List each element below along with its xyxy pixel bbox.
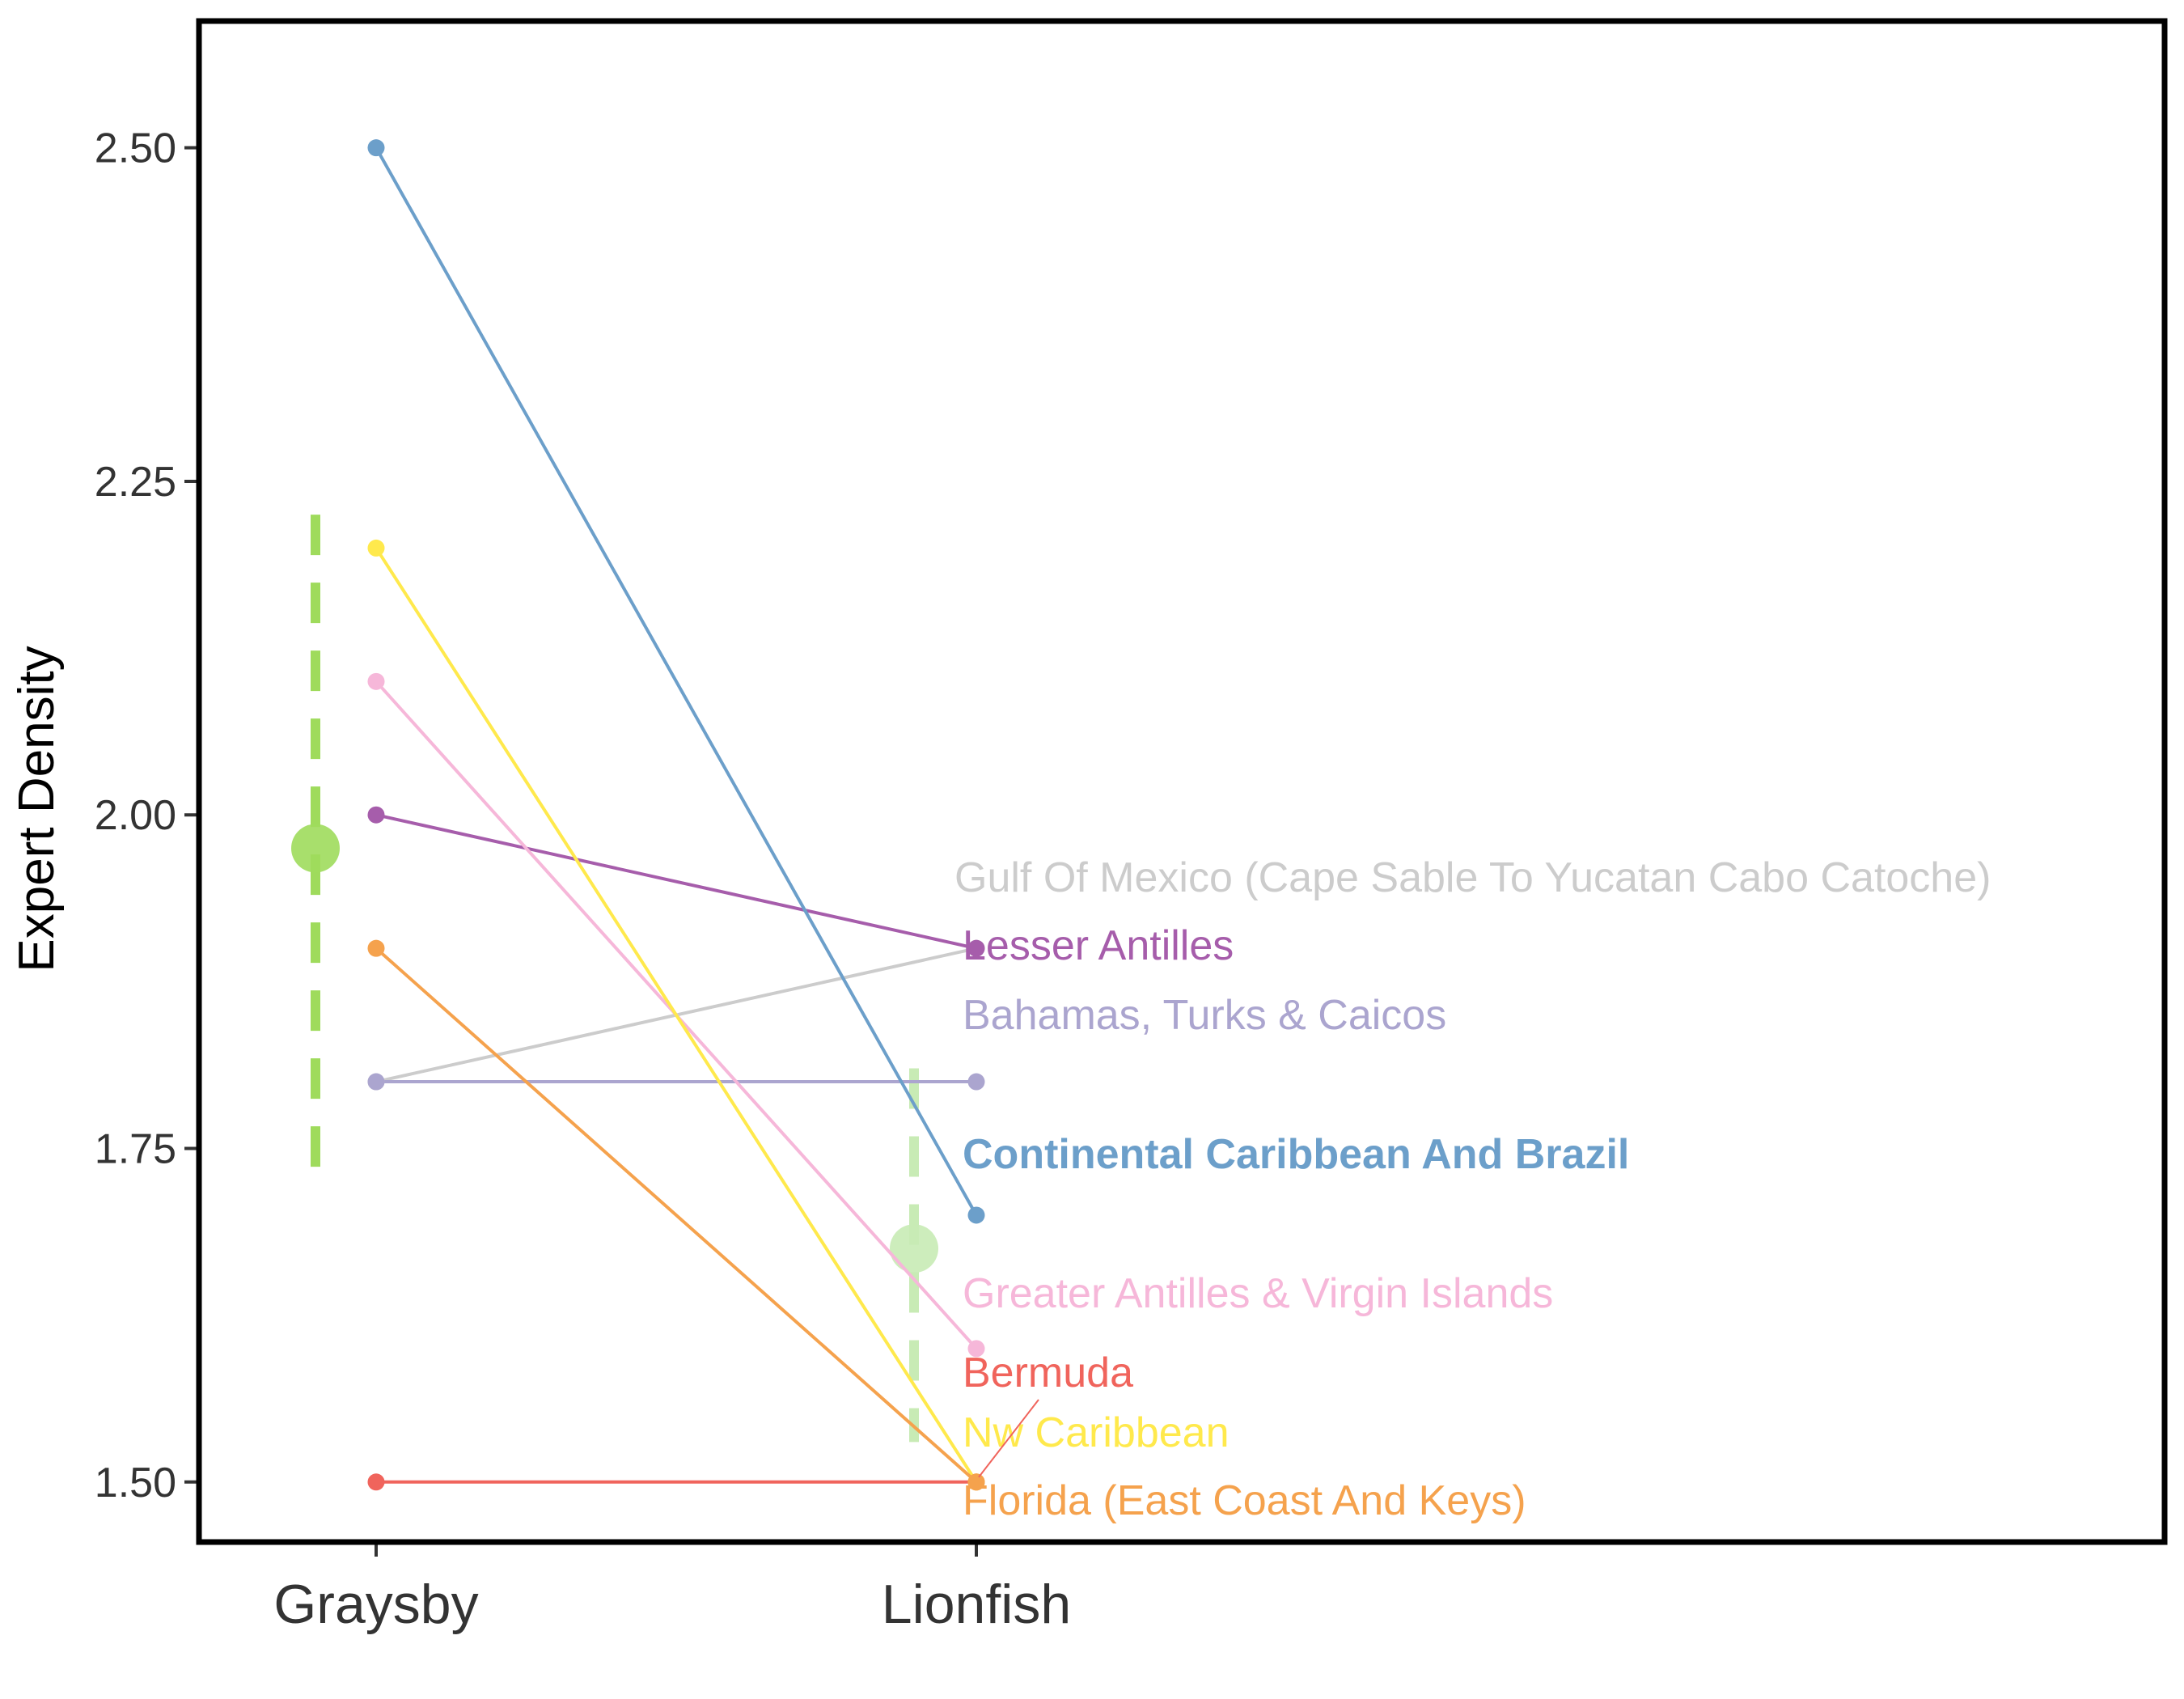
data-point [367,1473,385,1491]
series-lines [375,146,978,1484]
series-line [375,547,978,1483]
series-label: Bahamas, Turks & Caicos [963,992,1446,1039]
summary-mean-graysby [291,824,340,873]
y-tick-label: 1.75 [95,1126,176,1173]
summary-layer [291,515,938,1443]
plot-frame [196,18,2168,1545]
summary-mean-lionfish [890,1224,938,1273]
data-point [967,1073,985,1091]
series-line [375,813,977,951]
axes: 1.50 1.75 2.00 2.25 2.50 Graysby Lionfish [95,125,1071,1635]
x-tick-label: Lionfish [882,1574,1071,1635]
series-line [375,947,978,1484]
data-point [367,806,385,824]
y-tick-label: 2.50 [95,125,176,172]
data-point [367,539,385,557]
data-points [367,139,985,1491]
series-label: Bermuda [963,1349,1133,1396]
series-label: Nw Caribbean [963,1409,1230,1456]
data-point [367,1073,385,1091]
series-labels: Gulf Of Mexico (Cape Sable To Yucatan Ca… [954,854,1991,1524]
y-tick-label: 2.25 [95,459,176,506]
data-point [967,1473,985,1491]
data-point [967,1206,985,1224]
y-axis-title: Expert Density [9,646,65,972]
series-label: Florida (East Coast And Keys) [963,1477,1526,1524]
label-leader-line [978,1399,1039,1478]
data-point [367,939,385,957]
series-label: Continental Caribbean And Brazil [963,1131,1629,1178]
data-point [367,672,385,690]
series-label: Gulf Of Mexico (Cape Sable To Yucatan Ca… [954,854,1991,901]
data-point [367,139,385,157]
y-tick-label: 1.50 [95,1460,176,1506]
y-tick-label: 2.00 [95,792,176,839]
data-point [967,939,985,957]
data-point [967,1340,985,1358]
series-line [375,146,978,1216]
series-label: Greater Antilles & Virgin Islands [963,1270,1553,1317]
series-label: Lesser Antilles [963,922,1234,969]
x-tick-label: Graysby [273,1574,478,1635]
